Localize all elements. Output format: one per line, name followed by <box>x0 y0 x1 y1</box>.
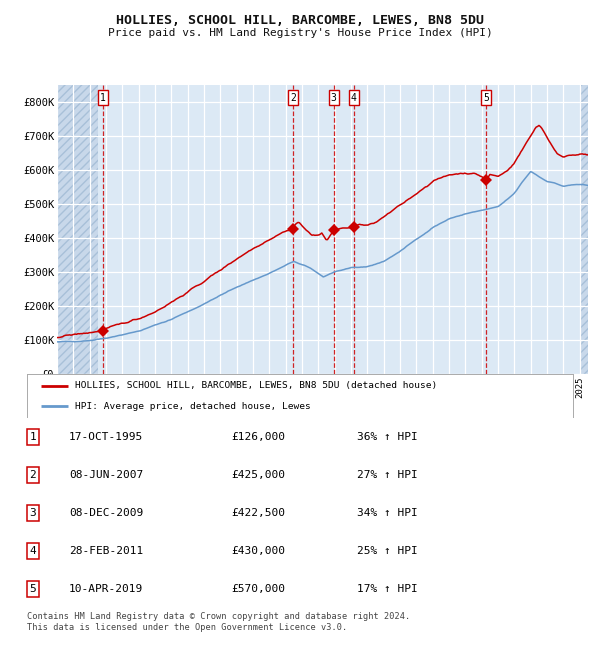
Text: HPI: Average price, detached house, Lewes: HPI: Average price, detached house, Lewe… <box>75 402 311 411</box>
Text: 4: 4 <box>29 546 37 556</box>
Bar <box>57 84 98 374</box>
Text: 27% ↑ HPI: 27% ↑ HPI <box>357 470 418 480</box>
Text: 1: 1 <box>29 432 37 442</box>
Text: 2: 2 <box>29 470 37 480</box>
Text: £422,500: £422,500 <box>231 508 285 518</box>
Text: £570,000: £570,000 <box>231 584 285 593</box>
Text: 5: 5 <box>483 92 489 103</box>
Text: 34% ↑ HPI: 34% ↑ HPI <box>357 508 418 518</box>
Bar <box>580 84 588 374</box>
Text: 5: 5 <box>29 584 37 593</box>
Text: £126,000: £126,000 <box>231 432 285 442</box>
Text: 36% ↑ HPI: 36% ↑ HPI <box>357 432 418 442</box>
Text: 2: 2 <box>290 92 296 103</box>
Text: 3: 3 <box>29 508 37 518</box>
Text: 08-JUN-2007: 08-JUN-2007 <box>69 470 143 480</box>
Text: HOLLIES, SCHOOL HILL, BARCOMBE, LEWES, BN8 5DU: HOLLIES, SCHOOL HILL, BARCOMBE, LEWES, B… <box>116 14 484 27</box>
Text: HOLLIES, SCHOOL HILL, BARCOMBE, LEWES, BN8 5DU (detached house): HOLLIES, SCHOOL HILL, BARCOMBE, LEWES, B… <box>75 381 437 390</box>
Text: 17% ↑ HPI: 17% ↑ HPI <box>357 584 418 593</box>
Text: Price paid vs. HM Land Registry's House Price Index (HPI): Price paid vs. HM Land Registry's House … <box>107 28 493 38</box>
Bar <box>57 84 98 374</box>
Text: 28-FEB-2011: 28-FEB-2011 <box>69 546 143 556</box>
Text: Contains HM Land Registry data © Crown copyright and database right 2024.
This d: Contains HM Land Registry data © Crown c… <box>27 612 410 632</box>
Text: £430,000: £430,000 <box>231 546 285 556</box>
Text: 1: 1 <box>100 92 106 103</box>
Text: £425,000: £425,000 <box>231 470 285 480</box>
Text: 10-APR-2019: 10-APR-2019 <box>69 584 143 593</box>
Text: 08-DEC-2009: 08-DEC-2009 <box>69 508 143 518</box>
Text: 4: 4 <box>351 92 356 103</box>
Text: 3: 3 <box>331 92 337 103</box>
Text: 17-OCT-1995: 17-OCT-1995 <box>69 432 143 442</box>
Bar <box>580 84 588 374</box>
Text: 25% ↑ HPI: 25% ↑ HPI <box>357 546 418 556</box>
